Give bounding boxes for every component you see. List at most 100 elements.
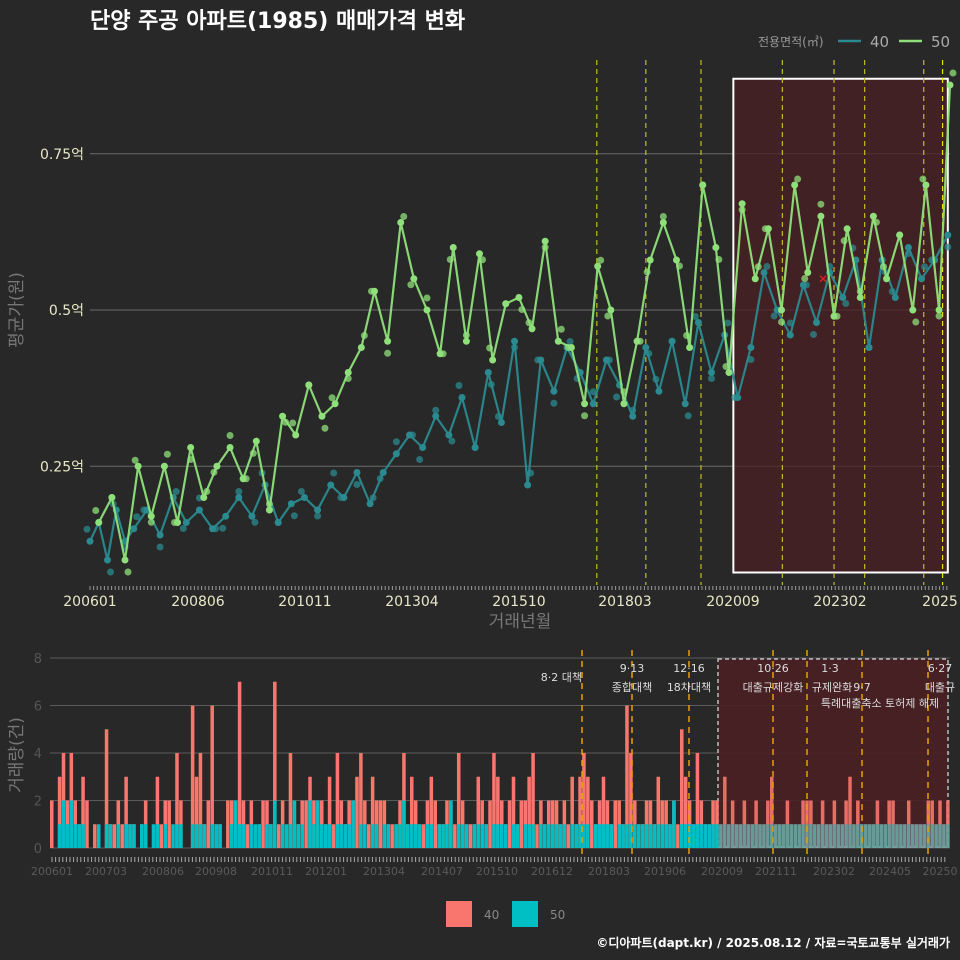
data-point-scatter-50: [801, 275, 809, 282]
data-point-50: [620, 400, 628, 408]
bar-40: [531, 753, 535, 848]
data-point-50: [476, 250, 484, 258]
data-point-scatter-40: [921, 263, 929, 271]
bar-50: [691, 824, 696, 848]
data-point-scatter-50: [163, 450, 171, 458]
volume-x-tick-label: 202302: [813, 865, 855, 878]
volume-x-tick-label: 202009: [701, 865, 743, 878]
bottom-legend-swatch-50: [512, 901, 538, 927]
bar-40: [476, 776, 481, 848]
data-point-scatter-50: [226, 432, 234, 439]
bar-40: [586, 776, 590, 848]
bar-50: [484, 824, 488, 848]
data-point-40: [629, 412, 637, 420]
bar-50: [582, 824, 586, 848]
volume-x-tick-label: 200601: [31, 865, 73, 878]
bar-50: [914, 824, 919, 848]
bar-50: [938, 824, 942, 848]
data-point-50: [909, 306, 917, 314]
volume-x-tick-label: 201201: [305, 865, 347, 878]
bar-40: [206, 800, 211, 848]
volume-axes: 0 2 4 6 8 8·2 대책 9·13 종합대책 12·16 18차대책 10·26 대출규제강화…: [31, 652, 958, 878]
bar-50: [570, 824, 574, 848]
bar-50: [601, 824, 606, 848]
data-point-40: [655, 387, 663, 395]
data-point-40: [813, 319, 821, 326]
data-point-50: [515, 294, 523, 301]
data-point-50: [187, 444, 195, 451]
data-point-scatter-40: [392, 438, 400, 446]
bar-50: [476, 824, 481, 848]
data-point-40: [458, 394, 466, 401]
data-point-50: [883, 275, 891, 283]
bar-50: [699, 824, 704, 848]
policy-date-label: 10·26: [757, 662, 789, 675]
data-point-50: [147, 512, 155, 520]
data-point-50: [778, 306, 786, 314]
bar-50: [335, 824, 340, 848]
bar-50: [734, 824, 739, 848]
data-point-50: [581, 400, 589, 408]
bar-50: [683, 824, 688, 848]
data-point-40: [511, 337, 519, 345]
policy-date-label: 9·7: [853, 681, 871, 694]
volume-x-tick-label: 201011: [251, 865, 293, 878]
bar-40: [613, 800, 617, 848]
data-point-50: [95, 519, 103, 526]
bar-50: [860, 824, 864, 848]
bar-50: [464, 824, 469, 848]
bar-40: [456, 753, 461, 848]
policy-date-label: 6·27: [928, 662, 953, 675]
bar-50: [472, 824, 477, 848]
bar-40: [848, 776, 852, 848]
data-point-scatter-50: [423, 294, 431, 302]
bar-50: [500, 824, 504, 848]
data-point-scatter-40: [707, 375, 715, 382]
bar-50: [633, 824, 637, 848]
x-tick-label: 201510: [492, 594, 545, 610]
bar-50: [773, 824, 778, 848]
bar-50: [363, 824, 367, 848]
data-point-50: [423, 306, 431, 314]
bar-50: [402, 800, 406, 848]
bar-50: [648, 824, 653, 848]
data-point-scatter-40: [107, 568, 115, 576]
data-point-50: [633, 337, 641, 345]
data-point-scatter-50: [659, 213, 667, 220]
bar-50: [359, 824, 363, 848]
bar-50: [605, 824, 610, 848]
bar-50: [891, 824, 895, 848]
data-point-scatter-40: [724, 319, 732, 327]
data-point-scatter-40: [133, 513, 141, 521]
bar-40: [468, 824, 473, 848]
bar-50: [879, 824, 884, 848]
data-point-scatter-40: [83, 525, 91, 533]
bar-50: [198, 824, 203, 848]
y-tick-label: 0.25억: [40, 459, 84, 475]
bar-50: [257, 824, 261, 848]
x-axis-title: 거래년월: [489, 612, 552, 632]
data-point-scatter-50: [778, 318, 786, 326]
bar-50: [284, 824, 289, 848]
data-point-50: [672, 256, 680, 264]
volume-y-tick-label: 0: [34, 842, 42, 857]
data-point-50: [725, 369, 733, 376]
highlight-region: [732, 77, 949, 574]
bottom-legend: 40 50: [446, 901, 565, 927]
bottom-legend-label-50: 50: [550, 908, 565, 922]
data-point-40: [681, 400, 689, 408]
bar-50: [214, 824, 218, 848]
bar-50: [496, 824, 500, 848]
data-point-scatter-50: [604, 312, 612, 320]
data-point-scatter-40: [251, 518, 259, 526]
data-point-40: [550, 387, 558, 395]
bar-40: [104, 729, 109, 848]
data-point-40: [642, 344, 650, 351]
bar-40: [519, 800, 524, 848]
data-point-40: [891, 294, 899, 301]
bar-50: [785, 824, 790, 848]
bar-40: [590, 800, 594, 848]
bar-40: [507, 800, 512, 848]
bottom-legend-label-40: 40: [484, 908, 499, 922]
